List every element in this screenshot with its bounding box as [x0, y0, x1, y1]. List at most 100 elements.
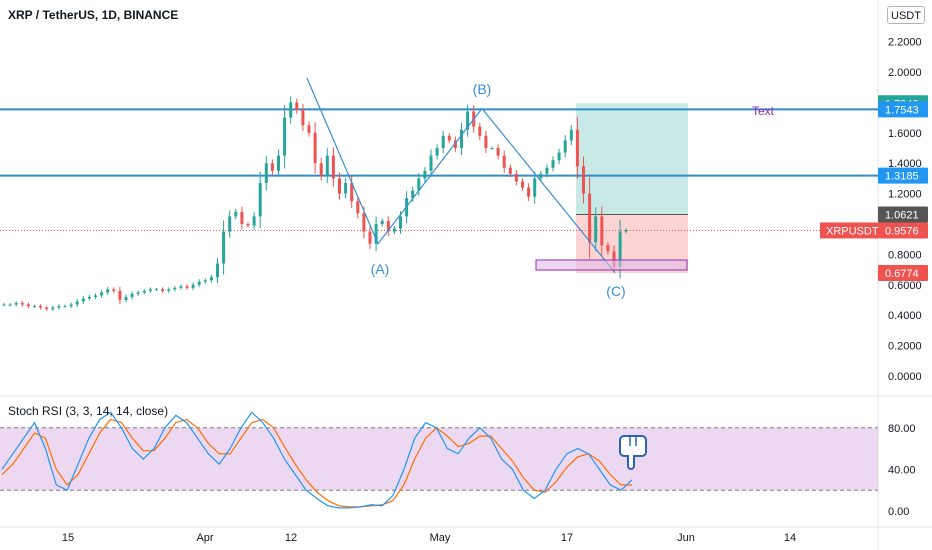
candle-body: [514, 173, 518, 182]
candle-body: [441, 135, 445, 148]
price-tick-label: 0.2000: [888, 341, 922, 353]
candle-body: [203, 280, 207, 282]
candle-body: [399, 216, 402, 229]
price-label-badge: [878, 265, 928, 282]
candle-body: [600, 216, 604, 246]
price-label-text: 0.6774: [885, 268, 919, 280]
candle-body: [222, 231, 226, 264]
wave-label-a: (A): [371, 261, 390, 277]
candle-body: [197, 281, 201, 285]
candle-body: [63, 306, 67, 308]
candle-body: [557, 152, 561, 161]
stoch-k-line: [1, 411, 633, 509]
candle-body: [606, 245, 610, 252]
candle-body: [173, 287, 177, 290]
indicator-tick-label: 0.00: [888, 506, 909, 518]
candle-body: [191, 284, 195, 288]
candle-body: [575, 129, 579, 167]
support-zone-rectangle: [535, 259, 688, 271]
candle-body: [325, 155, 329, 176]
price-label-text: 0.9576: [885, 225, 919, 237]
text-note: Text: [752, 104, 775, 118]
candle-body: [2, 304, 6, 306]
price-label-text: 1.0621: [885, 210, 919, 222]
candle-body: [155, 289, 158, 291]
candle-body: [356, 201, 360, 214]
candle-body: [228, 216, 232, 232]
price-label-text: 1.7543: [885, 104, 919, 116]
candle-body: [246, 224, 250, 226]
candle-body: [209, 277, 213, 281]
price-tick-label: 0.8000: [888, 249, 922, 261]
candle-body: [588, 193, 592, 243]
stoch-band: [0, 427, 878, 491]
candle-body: [331, 155, 335, 179]
candle-body: [582, 166, 585, 194]
wave-pattern-line: [306, 77, 616, 274]
symbol-tag-badge: [820, 222, 878, 239]
candle-body: [124, 296, 128, 300]
candle-body: [185, 286, 189, 288]
candle-body: [533, 178, 537, 197]
time-tick-label: 17: [561, 532, 573, 544]
candle-body: [301, 110, 305, 126]
candle-body: [594, 216, 598, 243]
candle-body: [148, 289, 152, 291]
price-tick-label: 0.4000: [888, 310, 922, 322]
candle-body: [234, 211, 238, 217]
candle-body: [368, 231, 372, 244]
candle-body: [240, 211, 244, 224]
candle-body: [447, 135, 451, 141]
candle-body: [423, 170, 427, 179]
candle-body: [417, 178, 421, 191]
price-label-badge: [878, 222, 928, 239]
candle-body: [612, 251, 616, 267]
currency-badge[interactable]: USDT: [887, 6, 925, 24]
candle-body: [112, 289, 116, 291]
candle-body: [14, 303, 18, 305]
indicator-tick-label: 80.00: [888, 423, 916, 435]
wave-label-b: (B): [473, 81, 492, 97]
pointing-hand-icon: [619, 435, 647, 470]
candle-body: [26, 304, 30, 307]
price-tick-label: 2.2000: [888, 37, 922, 49]
time-tick-label: 14: [784, 532, 796, 544]
candle-body: [551, 160, 555, 168]
candle-body: [521, 181, 524, 188]
indicator-title: Stoch RSI (3, 3, 14, 14, close): [8, 404, 169, 418]
candle-body: [20, 303, 24, 305]
candle-body: [545, 167, 549, 174]
indicator-tick-label: 40.00: [888, 464, 916, 476]
candle-body: [313, 132, 317, 164]
candle-body: [295, 102, 299, 110]
candle-body: [411, 190, 415, 199]
candle-body: [51, 307, 55, 310]
candle-body: [380, 220, 384, 224]
candle-body: [87, 296, 91, 299]
candle-body: [142, 290, 146, 293]
symbol-title: XRP / TetherUS, 1D, BINANCE: [8, 8, 179, 22]
candle-body: [460, 129, 463, 148]
candle-body: [161, 289, 165, 291]
profit-zone: [576, 103, 688, 215]
candle-body: [466, 111, 470, 130]
price-label-badge: [878, 167, 928, 184]
candle-body: [8, 304, 12, 306]
candle-body: [130, 293, 134, 297]
candle-body: [69, 304, 73, 307]
time-tick-label: 12: [285, 532, 297, 544]
candle-body: [490, 148, 494, 149]
price-tick-label: 1.6000: [888, 128, 922, 140]
candle-body: [429, 155, 433, 171]
candle-body: [39, 306, 43, 308]
candle-body: [75, 301, 79, 305]
candle-body: [118, 290, 122, 300]
price-tick-label: 1.4000: [888, 158, 922, 170]
candle-body: [386, 220, 390, 232]
candle-body: [569, 129, 573, 141]
candle-body: [45, 307, 49, 310]
candle-body: [392, 228, 396, 232]
candle-body: [252, 216, 256, 226]
candle-body: [277, 155, 280, 171]
